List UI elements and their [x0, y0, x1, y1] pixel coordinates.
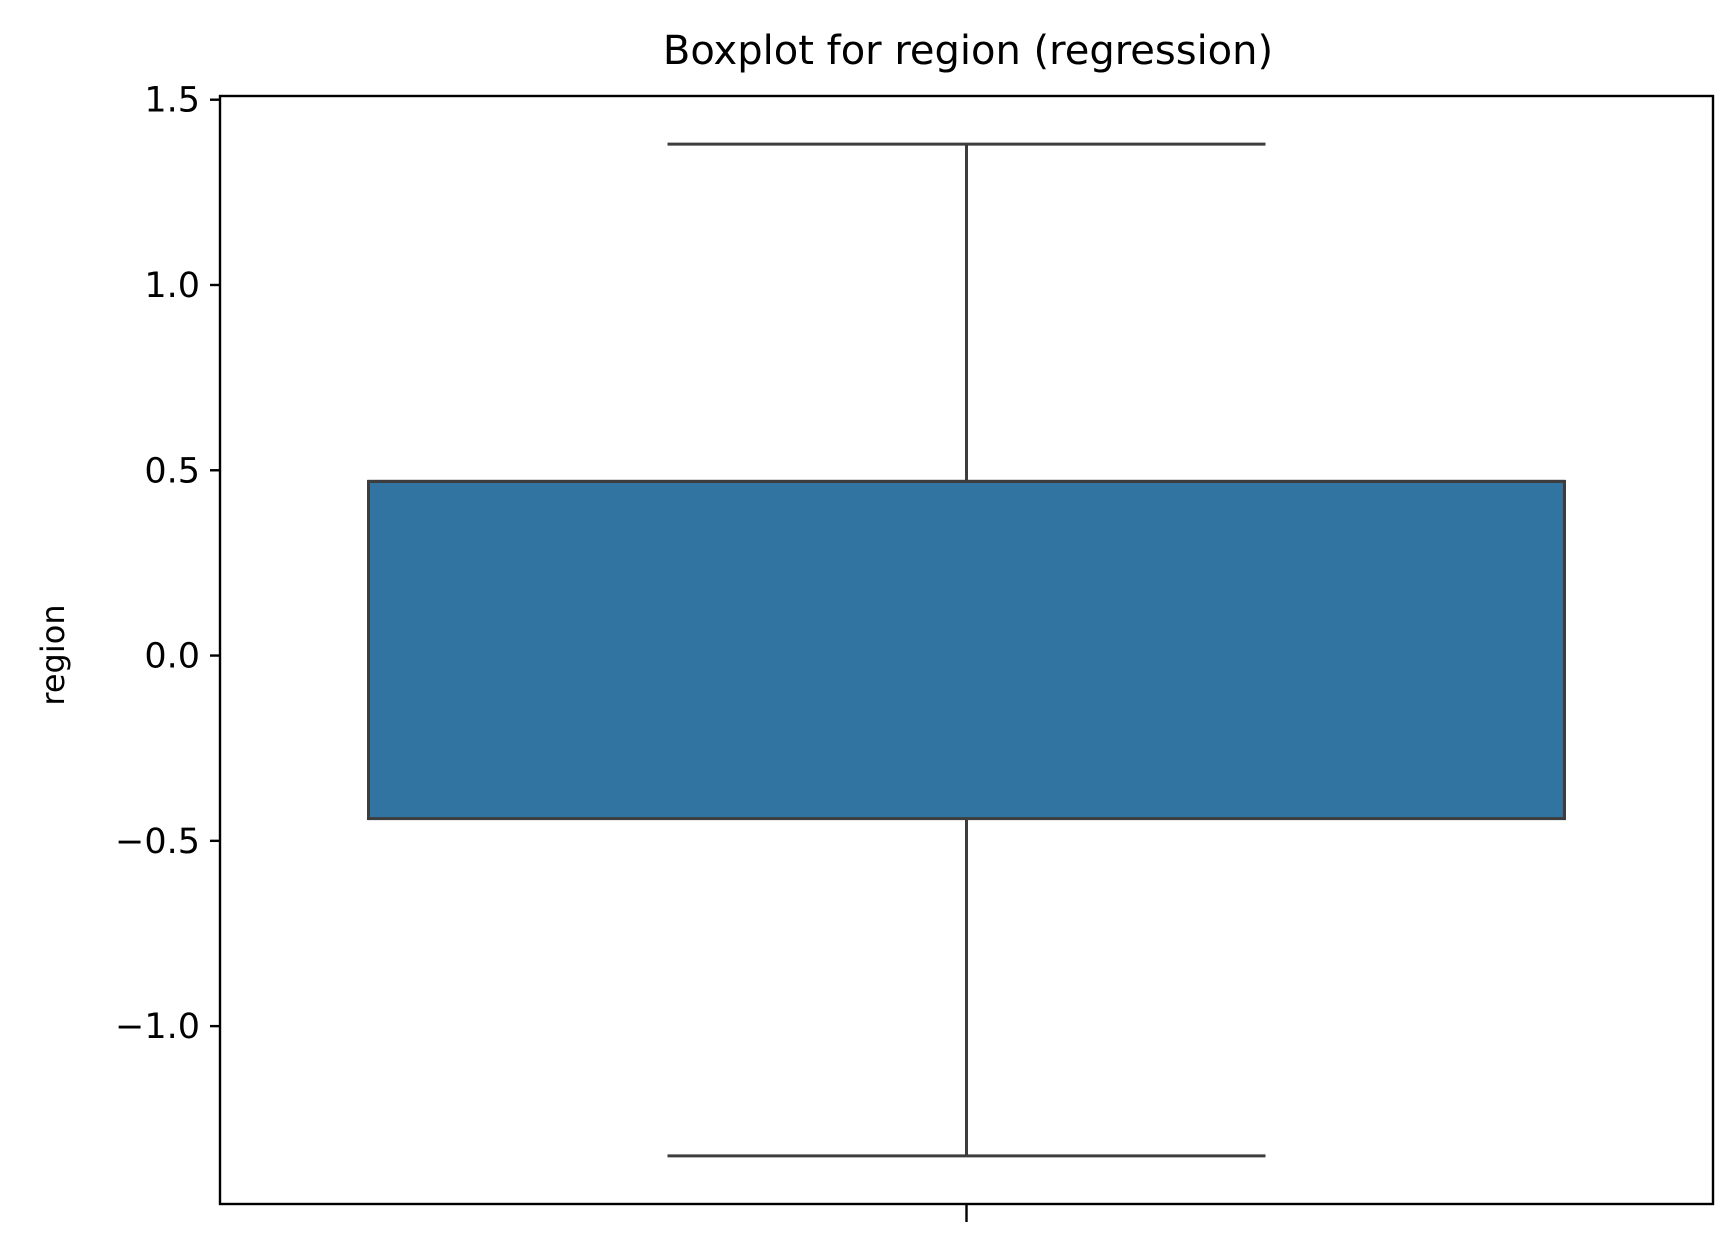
y-tick-label: 0.5	[144, 451, 200, 491]
y-tick-label: 0.0	[144, 637, 200, 677]
chart-title: Boxplot for region (regression)	[663, 28, 1273, 74]
y-axis-label: region	[34, 604, 72, 705]
y-tick-label: −0.5	[115, 822, 200, 862]
y-tick-label: 1.5	[144, 81, 200, 121]
plot-area	[367, 142, 1566, 1158]
axes-frame	[218, 94, 1715, 1206]
iqr-box	[367, 479, 1566, 821]
y-tick-label: 1.0	[144, 266, 200, 306]
y-axis: −1.0 −0.5 0.0 0.5 1.0 1.5	[115, 81, 220, 1047]
y-tick-label: −1.0	[115, 1007, 200, 1047]
